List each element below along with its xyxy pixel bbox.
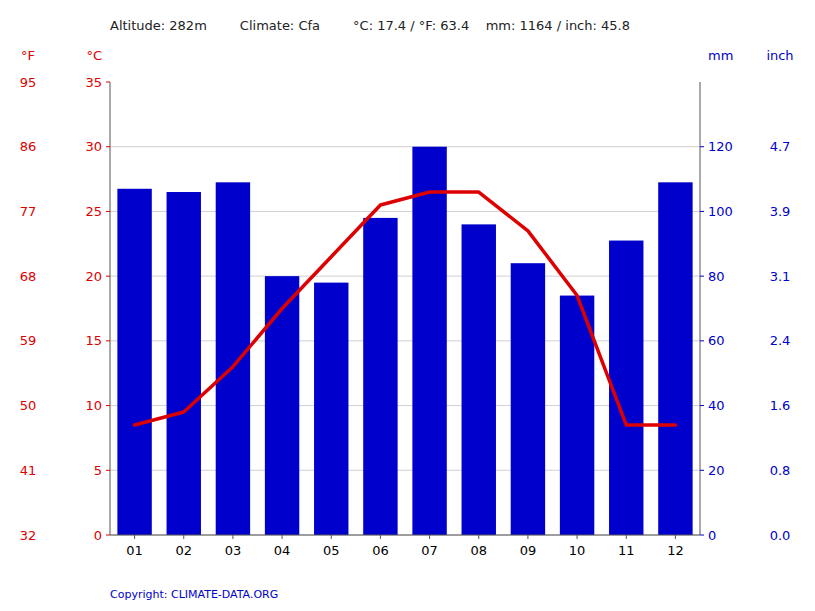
bar [314, 283, 348, 535]
x-tick [478, 535, 479, 539]
x-tick-label: 03 [225, 543, 242, 558]
x-tick [380, 535, 381, 539]
x-tick-label: 02 [175, 543, 192, 558]
x-tick-label: 10 [569, 543, 586, 558]
y2-tick [106, 405, 110, 406]
bar [216, 182, 250, 535]
y2-tick [106, 82, 110, 83]
x-tick-label: 01 [126, 543, 143, 558]
x-tick-label: 12 [667, 543, 684, 558]
y2-alt-label: °F [21, 48, 35, 63]
x-tick [626, 535, 627, 539]
y2-alt-tick-label: 95 [20, 75, 37, 90]
y2-label: °C [86, 48, 102, 63]
y-tick-label: 40 [708, 398, 725, 413]
bar [412, 147, 446, 535]
y2-axis-line [110, 82, 111, 535]
y2-alt-tick-label: 68 [20, 269, 37, 284]
y-alt-label: inch [766, 48, 793, 63]
y2-alt-tick-label: 41 [20, 463, 37, 478]
y-tick [700, 405, 704, 406]
temperature-line [135, 192, 676, 425]
grid [110, 147, 700, 535]
y-tick [700, 211, 704, 212]
x-tick [675, 535, 676, 539]
x-tick [282, 535, 283, 539]
y2-tick-label: 0 [94, 528, 102, 543]
y2-tick [106, 470, 110, 471]
title: Altitude: 282m Climate: Cfa °C: 17.4 / °… [110, 18, 630, 33]
bar [462, 224, 496, 535]
y2-tick [106, 535, 110, 536]
x-tick [134, 535, 135, 539]
x-tick [527, 535, 528, 539]
y-axis-line [700, 82, 701, 535]
y2-tick [106, 276, 110, 277]
y-tick-label: 100 [708, 204, 733, 219]
y-alt-tick-label: 1.6 [770, 398, 791, 413]
x-tick [183, 535, 184, 539]
bar [511, 263, 545, 535]
y2-alt-tick-label: 50 [20, 398, 37, 413]
y2-alt-tick-label: 59 [20, 333, 37, 348]
y-tick [700, 470, 704, 471]
y-tick-label: 80 [708, 269, 725, 284]
y2-tick-label: 25 [85, 204, 102, 219]
y-alt-tick-label: 3.1 [770, 269, 791, 284]
y-alt-tick-label: 3.9 [770, 204, 791, 219]
y-tick [700, 146, 704, 147]
y2-tick-label: 5 [94, 463, 102, 478]
x-tick-label: 07 [421, 543, 438, 558]
y2-alt-tick-label: 86 [20, 139, 37, 154]
y2-tick-label: 20 [85, 269, 102, 284]
y-tick-label: 0 [708, 528, 716, 543]
y-alt-tick-label: 4.7 [770, 139, 791, 154]
grid-line [110, 146, 700, 147]
y-tick [700, 535, 704, 536]
source: Copyright: CLIMATE-DATA.ORG [110, 588, 278, 601]
y-alt-tick-label: 0.0 [770, 528, 791, 543]
y-alt-tick-label: 2.4 [770, 333, 791, 348]
y-label: mm [708, 48, 733, 63]
chart: Altitude: 282m Climate: Cfa °C: 17.4 / °… [0, 0, 815, 611]
y-tick-label: 20 [708, 463, 725, 478]
y-tick-label: 120 [708, 139, 733, 154]
x-tick-label: 08 [470, 543, 487, 558]
bar [658, 182, 692, 535]
y2-tick-label: 35 [85, 75, 102, 90]
y2-alt-tick-label: 77 [20, 204, 37, 219]
x-tick-label: 05 [323, 543, 340, 558]
y-alt-tick-label: 0.8 [770, 463, 791, 478]
y2-tick-label: 10 [85, 398, 102, 413]
bar [167, 192, 201, 535]
bar [363, 218, 397, 535]
grid-line [110, 535, 700, 536]
x-axis-line [110, 535, 700, 536]
x-tick-label: 11 [618, 543, 635, 558]
y2-tick [106, 211, 110, 212]
plot-area [117, 147, 692, 535]
y2-tick [106, 340, 110, 341]
y2-tick [106, 146, 110, 147]
y-tick-label: 60 [708, 333, 725, 348]
bar [609, 241, 643, 535]
x-tick [429, 535, 430, 539]
bar [265, 276, 299, 535]
bar [117, 189, 151, 535]
x-tick [577, 535, 578, 539]
x-tick-label: 09 [520, 543, 537, 558]
y-tick [700, 340, 704, 341]
y2-tick-label: 15 [85, 333, 102, 348]
y2-tick-label: 30 [85, 139, 102, 154]
x-tick [331, 535, 332, 539]
x-tick [232, 535, 233, 539]
y-tick [700, 276, 704, 277]
x-tick-label: 06 [372, 543, 389, 558]
y2-alt-tick-label: 32 [20, 528, 37, 543]
x-tick-label: 04 [274, 543, 291, 558]
